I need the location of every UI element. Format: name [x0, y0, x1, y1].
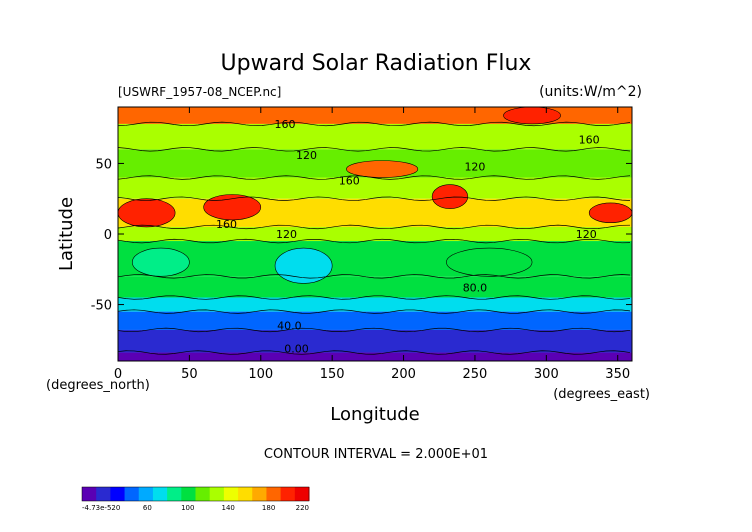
colorbar-swatch-11	[238, 487, 253, 501]
colorbar-swatch-9	[209, 487, 225, 501]
lat-band-1	[118, 123, 632, 150]
dataset-label: [USWRF_1957-08_NCEP.nc]	[118, 85, 281, 99]
colorbar	[81, 486, 310, 502]
contour-label-9: 40.0	[277, 320, 302, 333]
colorbar-swatch-15	[294, 487, 310, 501]
contour-label-5: 160	[216, 218, 237, 231]
x-axis-label: Longitude	[330, 404, 420, 425]
colorbar-swatch-3	[124, 487, 140, 501]
flux-feature-6	[131, 247, 190, 277]
contour-interval: CONTOUR INTERVAL = 2.000E+01	[264, 447, 488, 462]
lat-band-0	[118, 107, 632, 124]
contour-line-11	[117, 350, 631, 355]
lat-band-7	[118, 276, 632, 298]
colorbar-tick-label: 220	[296, 504, 309, 512]
lat-band-6	[118, 241, 632, 277]
colorbar-tick-label: -4.73e-520	[82, 504, 120, 512]
flux-feature-2	[346, 160, 419, 178]
flux-feature-1	[203, 194, 262, 221]
colorbar-swatch-14	[280, 487, 296, 501]
colorbar-swatch-4	[138, 487, 154, 501]
colorbar-ticks: -4.73e-520 60 100 140 180 220	[82, 504, 309, 512]
plot-area	[117, 106, 633, 361]
colorbar-swatch-13	[266, 487, 282, 501]
y-tick-label: -50	[91, 299, 112, 314]
x-units-label: (degrees_east)	[553, 387, 650, 402]
flux-feature-4	[588, 202, 633, 224]
lat-band-8	[118, 297, 632, 312]
contour-label-1: 160	[579, 133, 600, 146]
contour-line-2	[117, 147, 631, 152]
lat-band-5	[118, 226, 632, 242]
flux-feature-8	[446, 247, 533, 277]
contour-line-9	[117, 309, 631, 314]
contour-label-6: 120	[276, 228, 297, 241]
x-tick-label: 200	[391, 367, 416, 382]
contour-line-5	[117, 224, 631, 230]
y-axis-label: Latitude	[56, 197, 77, 271]
contour-label-2: 120	[296, 149, 317, 162]
colorbar-tick-label: 140	[222, 504, 235, 512]
x-tick-label: 250	[463, 367, 488, 382]
colorbar-swatch-10	[223, 487, 239, 501]
colorbar-tick-label: 60	[143, 504, 152, 512]
x-axis: 0 50 100 150 200 250 300 350	[114, 107, 630, 382]
lat-band-10	[118, 329, 632, 353]
contour-line-1	[117, 121, 631, 127]
colorbar-swatch-0	[82, 487, 97, 501]
lat-band-3	[118, 177, 632, 199]
colorbar-frame	[81, 486, 310, 502]
flux-feature-0	[117, 198, 176, 228]
colorbar-tick-label: 180	[262, 504, 275, 512]
contour-labels: 160 160 120 160 120 160 120 120 80.0 40.0 0.00	[216, 118, 600, 355]
colorbar-tick-label: 100	[181, 504, 194, 512]
x-tick-label: 50	[181, 367, 198, 382]
lat-band-11	[118, 352, 632, 361]
units-label: (units:W/m^2)	[539, 84, 642, 100]
x-tick-label: 350	[605, 367, 630, 382]
chart-title: Upward Solar Radiation Flux	[221, 51, 532, 76]
colorbar-swatch-2	[110, 487, 126, 501]
flux-feature-7	[274, 247, 333, 284]
contour-label-7: 120	[576, 228, 597, 241]
y-tick-label: 50	[95, 157, 112, 172]
contour-label-10: 0.00	[284, 342, 309, 355]
x-tick-label: 100	[248, 367, 273, 382]
lat-band-9	[118, 311, 632, 330]
colorbar-swatch-7	[181, 487, 196, 501]
colorbar-swatch-12	[252, 487, 267, 501]
contour-label-8: 80.0	[463, 282, 488, 295]
colorbar-swatch-5	[152, 487, 168, 501]
contour-line-4	[117, 196, 631, 201]
colorbar-swatch-6	[167, 487, 182, 501]
colorbar-swatch-1	[96, 487, 111, 501]
contour-line-6	[117, 238, 631, 244]
x-tick-label: 0	[114, 367, 122, 382]
contour-line-3	[117, 175, 631, 180]
contour-line-10	[117, 327, 631, 333]
flux-feature-5	[503, 106, 561, 125]
y-units-label: (degrees_north)	[46, 378, 150, 393]
y-axis: -50 0 50	[91, 157, 632, 314]
lat-band-4	[118, 198, 632, 227]
contour-label-3: 160	[339, 174, 360, 187]
flux-feature-3	[431, 184, 469, 209]
colorbar-swatch-8	[195, 487, 211, 501]
contour-line-7	[117, 274, 631, 279]
contour-label-4: 120	[464, 160, 485, 173]
y-tick-label: 0	[104, 228, 112, 243]
x-tick-label: 150	[320, 367, 345, 382]
contour-line-8	[117, 295, 631, 300]
x-tick-label: 300	[534, 367, 559, 382]
contour-label-0: 160	[275, 118, 296, 131]
